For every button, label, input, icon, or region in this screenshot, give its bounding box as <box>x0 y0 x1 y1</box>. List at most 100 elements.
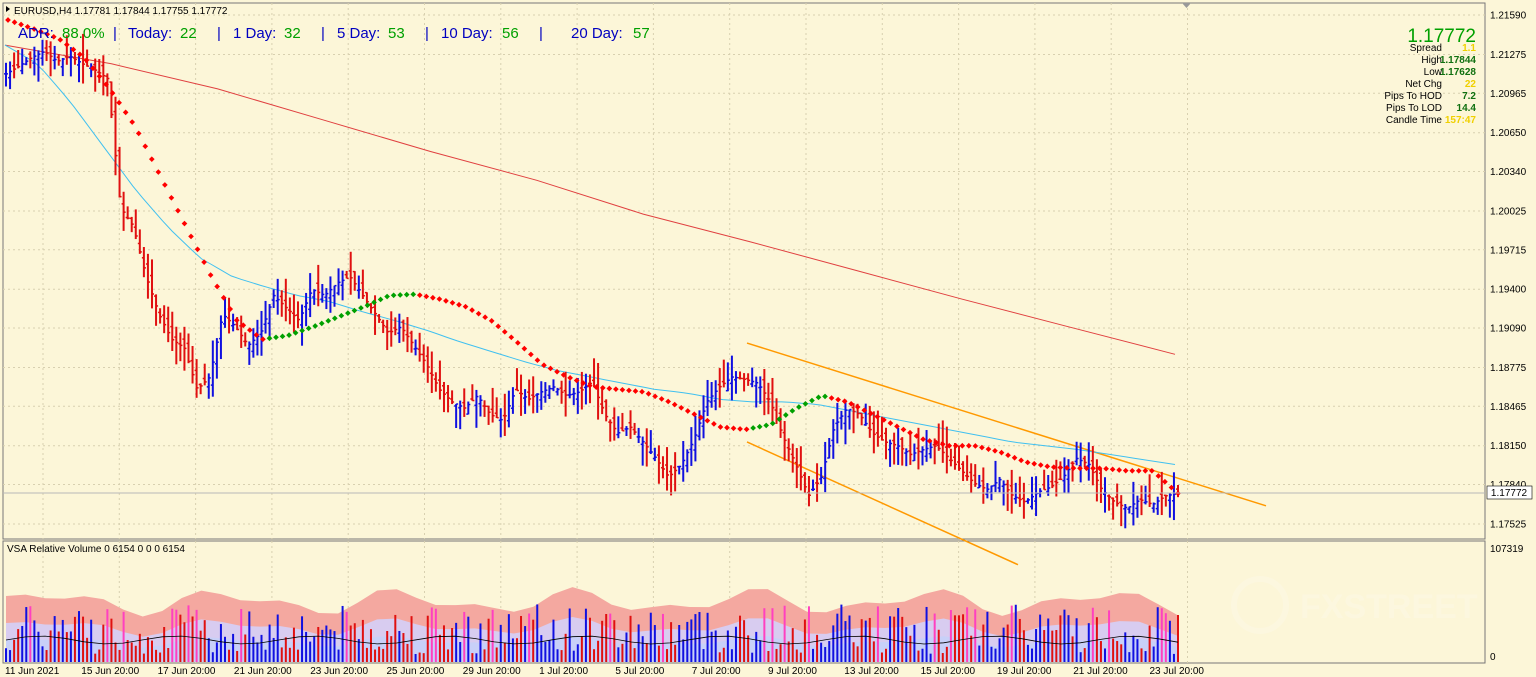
price-bar <box>304 292 309 327</box>
price-bar <box>16 50 21 69</box>
ma-dot <box>116 99 122 106</box>
price-bar <box>900 437 905 466</box>
ma-dot <box>985 446 992 452</box>
info-row-value: 1.1 <box>1462 43 1476 54</box>
ma-dot <box>1044 463 1051 470</box>
price-bar <box>977 474 982 489</box>
x-tick-label: 1 Jul 20:00 <box>539 666 588 677</box>
current-price-label: 1.17772 <box>1491 488 1528 499</box>
price-bar <box>1167 493 1172 518</box>
price-bar <box>1005 479 1010 511</box>
price-bar <box>283 278 288 322</box>
ma-dot <box>1096 465 1103 472</box>
x-tick-label: 17 Jun 20:00 <box>158 666 216 677</box>
ma-dot <box>214 283 220 290</box>
price-bar <box>1111 497 1116 520</box>
x-axis-ticks: 11 Jun 2021 15 Jun 20:00 17 Jun 20:00 21 Ju… <box>5 666 1204 677</box>
price-bar <box>738 371 743 380</box>
price-bar <box>640 436 645 466</box>
ma-dot <box>704 417 711 424</box>
ma-dot <box>1077 465 1083 472</box>
y-tick-label: 1.21275 <box>1490 50 1527 61</box>
ma-dot <box>1031 460 1038 467</box>
y-tick-label: 1.19715 <box>1490 245 1527 256</box>
today-value: 22 <box>180 25 197 42</box>
ma-dot <box>312 323 319 329</box>
price-bar <box>827 438 832 459</box>
price-bar <box>628 410 633 439</box>
ma-dot <box>1011 454 1018 461</box>
fast-moving-average <box>5 17 1181 497</box>
price-bar <box>519 374 524 416</box>
price-bar <box>291 294 296 333</box>
price-bar <box>1155 496 1160 515</box>
price-bar <box>64 35 69 65</box>
price-bar <box>673 452 678 492</box>
price-bar <box>316 264 321 307</box>
ma-dot <box>83 57 90 64</box>
ma-dot <box>397 292 404 298</box>
price-bar <box>652 447 657 462</box>
price-bar <box>936 423 941 451</box>
price-bar <box>1143 485 1148 505</box>
price-bar <box>190 345 195 384</box>
price-bar <box>462 388 467 417</box>
ma-dot <box>77 51 83 58</box>
price-bar <box>616 416 621 439</box>
price-bar <box>871 411 876 454</box>
price-bar <box>243 332 248 347</box>
ma-dot <box>96 73 103 80</box>
price-bar <box>356 275 361 299</box>
price-bar <box>587 374 592 404</box>
indicator-title: VSA Relative Volume 0 6154 0 0 0 6154 <box>7 544 185 555</box>
ma-dot <box>711 421 717 427</box>
price-bar <box>1123 504 1128 529</box>
ma-dot <box>449 299 456 306</box>
x-tick-label: 15 Jun 20:00 <box>81 666 139 677</box>
ma-dot <box>207 272 214 278</box>
price-bar <box>884 427 889 460</box>
adr-bar: ADR: 88.0% | Today: 22 | 1 Day: 32 | 5 D… <box>18 25 650 42</box>
ma-dot <box>580 380 587 386</box>
price-bar <box>644 428 649 467</box>
price-bar <box>12 52 17 79</box>
ma-dot <box>809 397 815 404</box>
price-bar <box>502 393 507 436</box>
ma-dot <box>992 447 998 454</box>
ma-dot <box>351 307 358 314</box>
price-bar <box>194 359 199 398</box>
price-bar <box>843 399 848 445</box>
ma-dot <box>671 401 678 408</box>
price-bar <box>973 464 978 487</box>
price-bar <box>835 402 840 444</box>
price-bar <box>178 332 183 362</box>
y-tick-label: 1.20650 <box>1490 128 1527 139</box>
ma-dot <box>482 314 488 321</box>
ma-dot <box>495 323 502 330</box>
scroll-marker-icon[interactable] <box>1182 3 1191 8</box>
price-bar <box>766 382 771 415</box>
ma-dot <box>913 433 920 439</box>
y-tick-label: 1.21590 <box>1490 11 1527 22</box>
price-bar <box>1066 459 1071 494</box>
price-bar <box>697 410 702 441</box>
ma-dot <box>63 41 70 48</box>
ma-dot <box>1037 462 1044 468</box>
ma-dot <box>90 65 96 72</box>
price-bar <box>275 278 280 315</box>
price-bar <box>523 389 528 414</box>
ma-dot <box>796 404 802 410</box>
price-bar <box>733 371 738 394</box>
y-tick-label: 1.20965 <box>1490 89 1527 100</box>
price-bar <box>490 387 495 423</box>
price-bar <box>904 448 909 467</box>
ma-dot <box>501 328 508 335</box>
price-bar <box>93 58 98 92</box>
price-bar <box>677 465 682 475</box>
ma-dot <box>390 292 397 299</box>
channel-upper-line <box>746 342 1267 507</box>
ma-dot <box>684 408 691 414</box>
ma-dot <box>135 130 142 137</box>
price-bar <box>928 440 933 459</box>
